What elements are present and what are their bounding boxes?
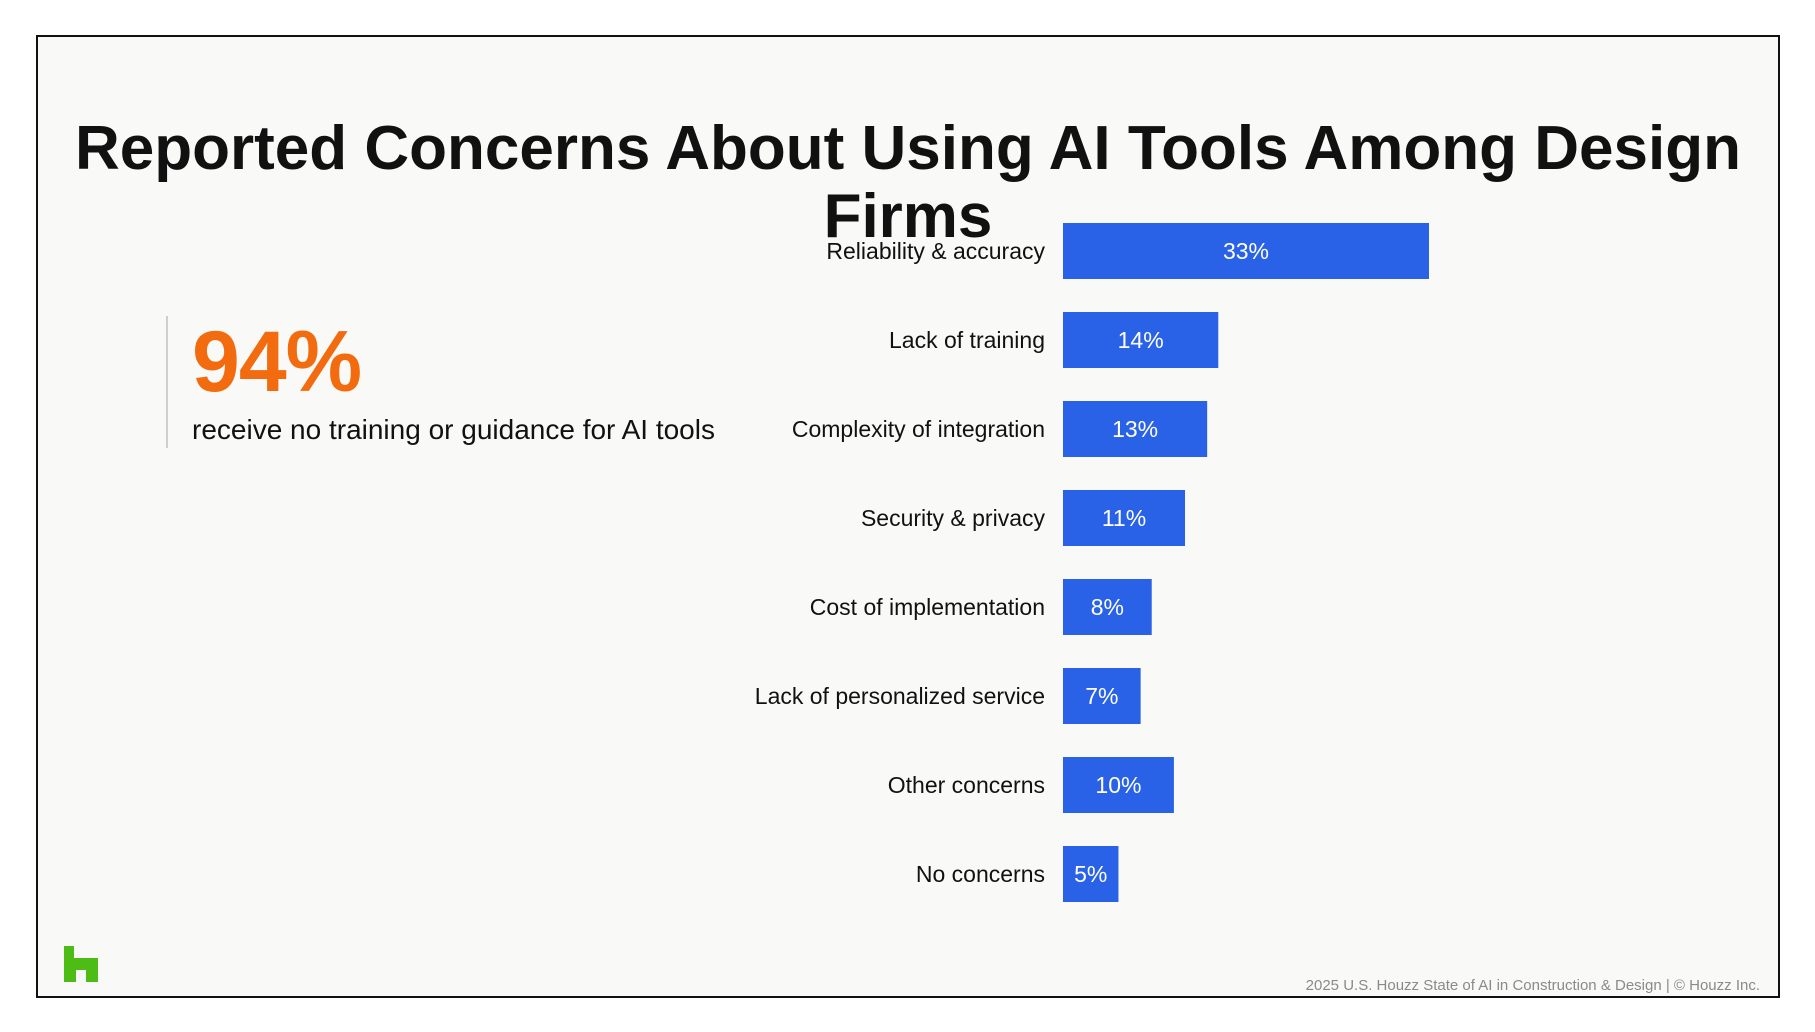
category-label: Lack of training bbox=[889, 327, 1045, 353]
stat-callout: 94% receive no training or guidance for … bbox=[166, 316, 752, 448]
bar-value-label: 11% bbox=[1102, 505, 1146, 531]
bar bbox=[1063, 312, 1219, 368]
slide: Reported Concerns About Using AI Tools A… bbox=[36, 35, 1780, 998]
bar-value-label: 8% bbox=[1091, 594, 1124, 620]
stat-description: receive no training or guidance for AI t… bbox=[192, 414, 715, 445]
bar bbox=[1063, 579, 1152, 635]
footer-credit: 2025 U.S. Houzz State of AI in Construct… bbox=[1305, 977, 1760, 994]
bar bbox=[1063, 757, 1174, 813]
category-label: Security & privacy bbox=[861, 505, 1046, 531]
bar-value-label: 10% bbox=[1095, 772, 1141, 798]
category-label: Complexity of integration bbox=[792, 416, 1045, 442]
bar bbox=[1063, 668, 1141, 724]
bar-value-label: 33% bbox=[1223, 238, 1269, 264]
stat-value: 94% bbox=[192, 314, 362, 410]
category-label: Lack of personalized service bbox=[755, 683, 1045, 709]
bar-value-label: 14% bbox=[1118, 327, 1164, 353]
bar-value-label: 13% bbox=[1112, 416, 1158, 442]
bar bbox=[1063, 223, 1429, 279]
category-label: Reliability & accuracy bbox=[826, 238, 1045, 264]
bar-chart-svg: Reliability & accuracy 33% Lack of trainin… bbox=[755, 223, 1429, 902]
bar bbox=[1063, 490, 1185, 546]
bar-value-label: 5% bbox=[1074, 861, 1107, 887]
category-label: No concerns bbox=[916, 861, 1045, 887]
bar-value-label: 7% bbox=[1085, 683, 1118, 709]
bar bbox=[1063, 846, 1119, 902]
page-title: Reported Concerns About Using AI Tools A… bbox=[75, 114, 1741, 251]
bar bbox=[1063, 401, 1208, 457]
houzz-logo-icon bbox=[64, 946, 98, 987]
category-label: Other concerns bbox=[888, 772, 1045, 798]
bar-chart: Reliability & accuracy 33% Lack of trainin… bbox=[38, 37, 1782, 1000]
category-label: Cost of implementation bbox=[810, 594, 1045, 620]
